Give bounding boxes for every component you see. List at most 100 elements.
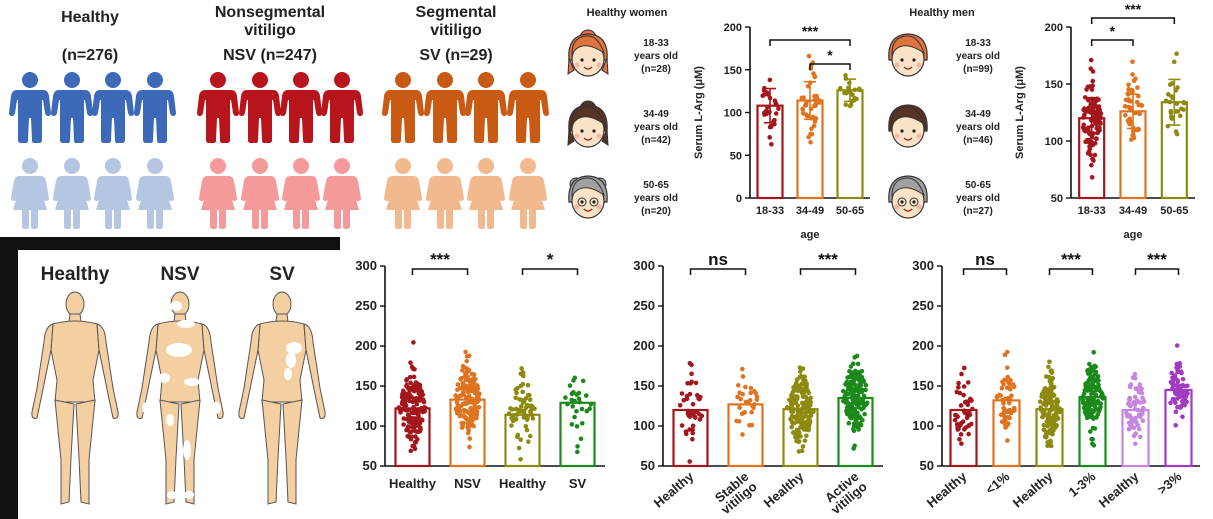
data-point: [740, 374, 746, 379]
data-point: [954, 413, 959, 418]
x-tick-label: 50-65: [1160, 205, 1188, 217]
data-point: [1090, 382, 1096, 388]
woman-face-icon: [567, 100, 609, 148]
data-point: [735, 394, 740, 400]
data-point: [523, 423, 529, 429]
group-panel: Healthy (n=276) Nonsegmental vitiligo NS…: [9, 4, 549, 229]
data-point: [957, 390, 963, 396]
data-point: [458, 376, 463, 382]
data-point: [399, 395, 405, 400]
data-point: [1171, 59, 1177, 65]
data-point: [1011, 384, 1017, 390]
data-point: [1048, 443, 1054, 449]
data-point: [961, 384, 967, 389]
data-point: [845, 404, 850, 410]
data-point: [856, 86, 862, 92]
depigmented-patch: [211, 402, 221, 414]
data-point: [403, 403, 409, 408]
data-point: [470, 417, 475, 423]
data-point: [811, 409, 816, 414]
data-point: [767, 135, 772, 140]
data-point: [1089, 175, 1095, 180]
group-nsv-name-1: Nonsegmental: [215, 4, 325, 21]
data-point: [848, 364, 854, 369]
data-point: [847, 407, 853, 413]
svg-text:Healthy: Healthy: [761, 468, 807, 510]
data-point: [532, 406, 537, 411]
data-point: [784, 405, 790, 410]
data-point: [769, 141, 774, 147]
data-point: [693, 380, 699, 386]
data-point: [1098, 121, 1103, 126]
data-point: [1048, 385, 1053, 391]
y-tick-label: 200: [724, 22, 742, 34]
x-tick-label: <1%: [983, 469, 1013, 498]
data-point: [413, 439, 419, 445]
y-tick-label: 150: [355, 378, 377, 393]
data-point: [406, 413, 411, 419]
data-point: [1001, 381, 1006, 387]
data-point: [1136, 426, 1142, 432]
svg-text:Healthy: Healthy: [1010, 468, 1056, 510]
data-point: [1083, 381, 1089, 386]
data-point: [806, 405, 811, 410]
data-point: [853, 417, 859, 422]
data-point: [1005, 396, 1011, 401]
age-group-label: years old: [956, 122, 1000, 133]
age-group-label: (n=27): [963, 206, 993, 217]
data-point: [801, 423, 806, 429]
significance-bracket: [1090, 39, 1134, 46]
data-point: [471, 372, 477, 377]
data-point: [690, 401, 696, 407]
x-tick-label: Healthy: [924, 468, 970, 510]
data-point: [1175, 404, 1180, 410]
data-point: [461, 407, 467, 413]
bar: [727, 403, 764, 468]
depigmented-patch: [166, 343, 192, 357]
data-point: [1179, 403, 1185, 408]
data-point: [1048, 438, 1053, 444]
y-tick-label: 50: [920, 458, 934, 473]
data-point: [526, 439, 531, 444]
data-point: [1091, 158, 1096, 163]
data-point: [1128, 121, 1133, 127]
data-point: [408, 380, 413, 386]
women-legend: Healthy women 18-33 years old (n=28) 34-49 y…: [567, 7, 678, 219]
data-point: [411, 410, 417, 416]
data-point: [1135, 423, 1141, 428]
data-point: [1089, 436, 1094, 442]
data-point: [1006, 400, 1012, 406]
data-point: [958, 421, 964, 426]
data-point: [858, 382, 864, 388]
data-point: [952, 417, 958, 423]
data-point: [563, 395, 568, 400]
data-point: [1181, 100, 1187, 105]
data-point: [1096, 97, 1101, 102]
y-tick-label: 300: [633, 258, 655, 273]
data-point: [1080, 400, 1086, 406]
age-group-label: 34-49: [965, 109, 991, 120]
data-point: [1129, 137, 1134, 142]
data-point: [683, 431, 689, 437]
data-point: [1096, 385, 1102, 391]
data-point: [1163, 98, 1169, 104]
data-point: [1004, 365, 1010, 370]
data-point: [1002, 352, 1008, 358]
data-point: [411, 340, 416, 345]
data-point: [1168, 114, 1174, 119]
data-point: [959, 441, 964, 446]
data-point: [412, 387, 418, 393]
data-point: [1040, 414, 1045, 420]
data-point: [862, 411, 867, 417]
data-point: [696, 395, 701, 401]
data-point: [524, 427, 530, 433]
depigmented-patch: [183, 440, 191, 460]
data-point: [850, 370, 856, 376]
man-face-icon: [888, 33, 928, 77]
data-point: [955, 427, 961, 432]
data-point: [1091, 349, 1096, 355]
depigmented-patch: [286, 342, 302, 354]
depigmented-patch: [142, 402, 152, 414]
